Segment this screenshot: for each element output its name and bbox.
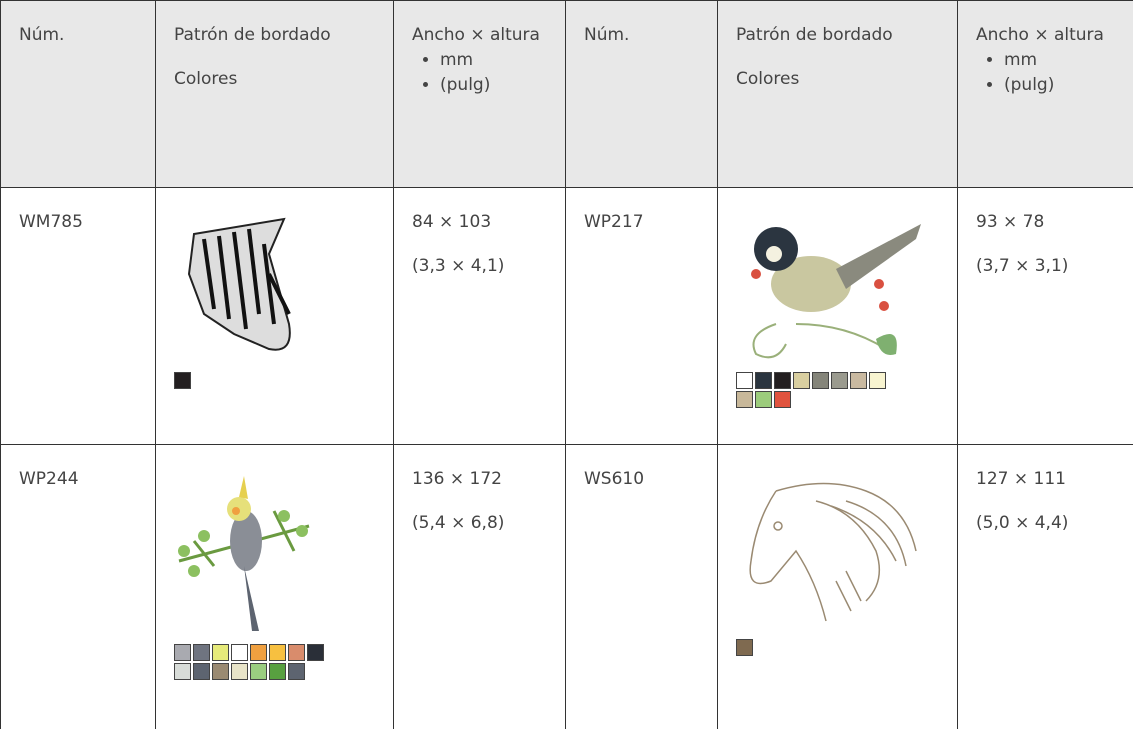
color-swatch (850, 372, 867, 389)
color-swatch (793, 372, 810, 389)
header-label: Ancho × altura (976, 23, 1116, 48)
num-cell: WP244 (1, 445, 156, 729)
swatch-row (174, 644, 375, 661)
color-swatch (736, 372, 753, 389)
color-swatch (307, 644, 324, 661)
header-row: Núm. Patrón de bordado Colores Ancho × al… (1, 1, 1133, 188)
color-swatch (736, 639, 753, 656)
color-swatch (812, 372, 829, 389)
size-cell: 93 × 78 (3,7 × 3,1) (958, 188, 1133, 445)
size-in: (5,0 × 4,4) (976, 511, 1116, 536)
num: WP244 (19, 469, 79, 489)
size-in: (3,7 × 3,1) (976, 254, 1116, 279)
color-swatch (212, 663, 229, 680)
header-sub: Colores (174, 67, 375, 92)
row: WM785 84 × 103 (3,3 × 4,1) WP217 93 × 78 (… (1, 188, 1133, 445)
header-cell: Núm. (1, 1, 156, 188)
color-swatch (774, 391, 791, 408)
size-cell: 136 × 172 (5,4 × 6,8) (394, 445, 566, 729)
color-swatch (755, 372, 772, 389)
bird-image (736, 214, 921, 364)
header-label: Núm. (19, 25, 64, 45)
color-swatch (231, 663, 248, 680)
color-swatch (174, 663, 191, 680)
row: WP244 136 × 172 (5,4 × 6,8) WS610 127 × 1… (1, 445, 1133, 729)
header-cell: Patrón de bordado Colores (718, 1, 958, 188)
num-cell: WP217 (566, 188, 718, 445)
unit: (pulg) (1004, 73, 1116, 98)
header-cell: Patrón de bordado Colores (156, 1, 394, 188)
header-label: Núm. (584, 25, 629, 45)
color-swatch (869, 372, 886, 389)
color-swatch (755, 391, 772, 408)
swatch-row (736, 639, 939, 656)
unit: (pulg) (440, 73, 547, 98)
unit-list: mm(pulg) (412, 48, 547, 98)
color-swatch (269, 644, 286, 661)
swatches (174, 372, 375, 389)
color-swatch (250, 644, 267, 661)
color-swatch (193, 644, 210, 661)
num: WM785 (19, 212, 83, 232)
color-swatch (231, 644, 248, 661)
size-mm: 127 × 111 (976, 467, 1116, 492)
swatch-row (174, 372, 375, 389)
pattern-cell (156, 188, 394, 445)
header-cell: Ancho × alturamm(pulg) (394, 1, 566, 188)
num-cell: WM785 (1, 188, 156, 445)
size-in: (3,3 × 4,1) (412, 254, 547, 279)
color-swatch (288, 644, 305, 661)
num-cell: WS610 (566, 445, 718, 729)
header-label: Patrón de bordado (736, 23, 939, 48)
color-swatch (174, 644, 191, 661)
zebra-image (174, 214, 304, 364)
swatches (736, 639, 939, 656)
swatch-row (174, 663, 375, 680)
num: WS610 (584, 469, 644, 489)
color-swatch (212, 644, 229, 661)
size-cell: 127 × 111 (5,0 × 4,4) (958, 445, 1133, 729)
pattern-cell (718, 445, 958, 729)
color-swatch (831, 372, 848, 389)
size-mm: 84 × 103 (412, 210, 547, 235)
pattern-cell (156, 445, 394, 729)
pattern-cell (718, 188, 958, 445)
header-label: Patrón de bordado (174, 23, 375, 48)
color-swatch (250, 663, 267, 680)
swatch-row (736, 391, 939, 408)
horse-image (736, 471, 921, 631)
color-swatch (288, 663, 305, 680)
size-in: (5,4 × 6,8) (412, 511, 547, 536)
color-swatch (193, 663, 210, 680)
swatches (736, 372, 939, 408)
header-cell: Núm. (566, 1, 718, 188)
header-cell: Ancho × alturamm(pulg) (958, 1, 1133, 188)
size-mm: 93 × 78 (976, 210, 1116, 235)
swatches (174, 644, 375, 680)
color-swatch (269, 663, 286, 680)
header-sub: Colores (736, 67, 939, 92)
header-label: Ancho × altura (412, 23, 547, 48)
cockatiel-image (174, 471, 314, 636)
unit-list: mm(pulg) (976, 48, 1116, 98)
num: WP217 (584, 212, 644, 232)
swatch-row (736, 372, 939, 389)
size-mm: 136 × 172 (412, 467, 547, 492)
color-swatch (736, 391, 753, 408)
unit: mm (1004, 48, 1116, 73)
color-swatch (174, 372, 191, 389)
unit: mm (440, 48, 547, 73)
size-cell: 84 × 103 (3,3 × 4,1) (394, 188, 566, 445)
color-swatch (774, 372, 791, 389)
